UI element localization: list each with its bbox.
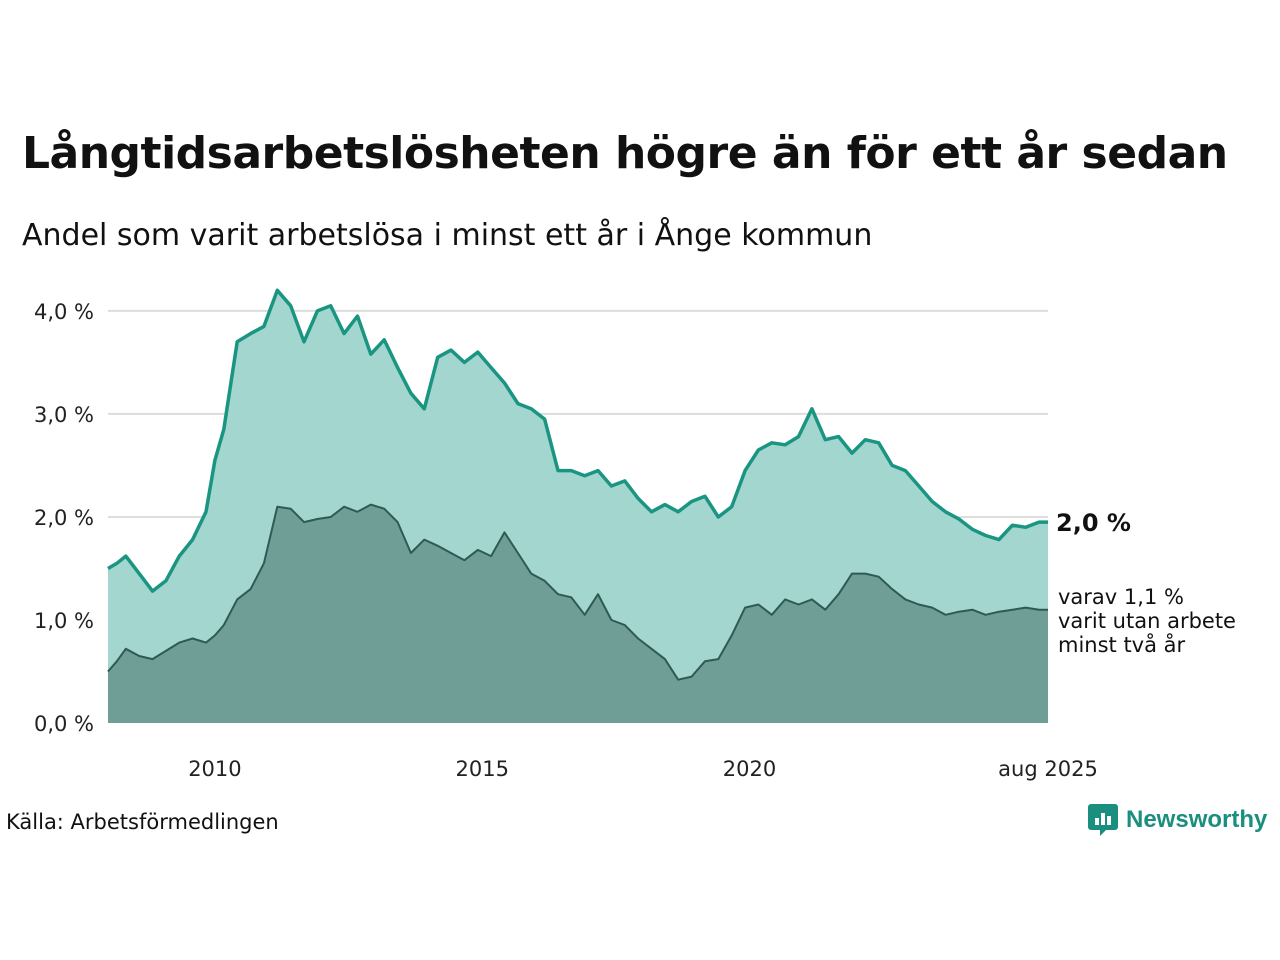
x-tick-label: 2010 [188, 757, 241, 781]
chart-areas [107, 288, 1048, 723]
line-varav [107, 503, 1048, 681]
chart-title: Långtidsarbetslösheten högre än för ett … [22, 128, 1228, 179]
y-tick-label: 3,0 % [34, 403, 94, 427]
y-tick-label: 1,0 % [34, 609, 94, 633]
x-tick-label: aug 2025 [998, 757, 1098, 781]
y-tick-label: 2,0 % [34, 506, 94, 530]
newsworthy-brand[interactable]: Newsworthy [1088, 802, 1267, 838]
source-note: Källa: Arbetsförmedlingen [6, 810, 279, 834]
chart-subtitle: Andel som varit arbetslösa i minst ett å… [22, 218, 873, 253]
end-label-varav-line: varit utan arbete [1058, 609, 1236, 633]
newsworthy-logo-icon [1088, 804, 1118, 836]
line-total [107, 288, 1048, 593]
y-tick-label: 0,0 % [34, 712, 94, 736]
end-label-total: 2,0 % [1056, 509, 1131, 537]
x-tick-label: 2015 [455, 757, 508, 781]
area-varav [108, 504, 1048, 723]
end-label-varav-line: varav 1,1 % [1058, 585, 1184, 609]
brand-name: Newsworthy [1126, 806, 1268, 833]
y-tick-label: 4,0 % [34, 300, 94, 324]
x-axis-ticks: 2010 2015 2020 aug 2025 [188, 757, 1098, 781]
y-axis-ticks: 0,0 % 1,0 % 2,0 % 3,0 % 4,0 % [34, 300, 94, 736]
end-label-varav-line: minst två år [1058, 632, 1186, 657]
x-tick-label: 2020 [723, 757, 776, 781]
